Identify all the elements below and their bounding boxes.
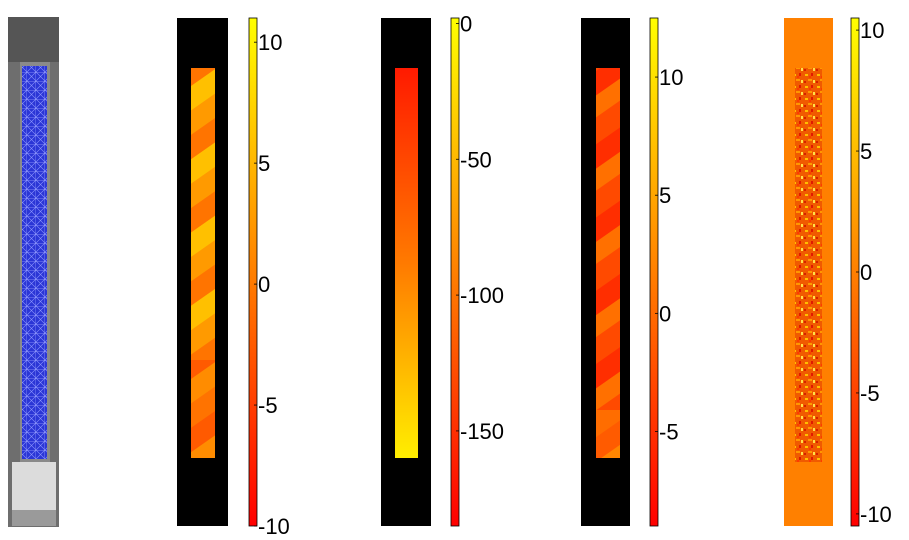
colorbar-4: 10 5 0 -5 [649, 17, 683, 527]
colorbar-5-tick-label: 10 [860, 18, 884, 43]
mesh-overlay [22, 66, 47, 459]
colorbar-4-tick-label: 0 [659, 301, 671, 326]
colorbar-5-tick-label: -10 [860, 502, 892, 527]
colorbar-2-tick-label: 5 [258, 151, 270, 176]
colorbar-5-tick-label: 0 [860, 260, 872, 285]
colorbar-5: 10 5 0 -5 -10 [850, 17, 892, 527]
field-4-highlight-bottom [596, 410, 620, 458]
colorbar-3-tick-label: 0 [460, 11, 472, 36]
colorbar-3-tick-label: -100 [460, 283, 504, 308]
colorbar-4-ramp [649, 17, 659, 527]
colorbar-3-tick-label: -50 [460, 147, 492, 172]
colorbar-2-tick-label: 10 [258, 30, 282, 55]
colorbar-4-tick-label: -5 [659, 419, 679, 444]
colorbar-5-tick-label: 5 [860, 139, 872, 164]
field-panel-5 [784, 18, 833, 526]
field-3-image [395, 68, 418, 458]
colorbar-4-tick-label: 5 [659, 183, 671, 208]
field-panel-4 [581, 18, 630, 526]
colorbar-5-tick-label: -5 [860, 381, 880, 406]
field-2-shade-bottom [191, 360, 215, 458]
colorbar-2: 10 5 0 -5 -10 [248, 17, 290, 539]
field-4-image [596, 68, 620, 458]
mesh-panel [8, 17, 59, 527]
field-5-image [795, 68, 822, 462]
colorbar-2-tick-label: 0 [258, 272, 270, 297]
colorbar-2-tick-label: -5 [258, 393, 278, 418]
colorbar-3-tick-label: -150 [460, 419, 504, 444]
field-2-image [191, 68, 215, 458]
specimen-top-shade [8, 17, 59, 62]
colorbar-3-ramp [450, 17, 460, 527]
colorbar-2-tick-label: -10 [258, 514, 290, 539]
field-panel-3 [381, 18, 431, 526]
grip-block-edge [12, 510, 56, 526]
field-panel-2 [177, 18, 228, 526]
colorbar-4-tick-label: 10 [659, 65, 683, 90]
colorbar-2-ramp [248, 17, 258, 527]
colorbar-3: 0 -50 -100 -150 [450, 11, 504, 527]
